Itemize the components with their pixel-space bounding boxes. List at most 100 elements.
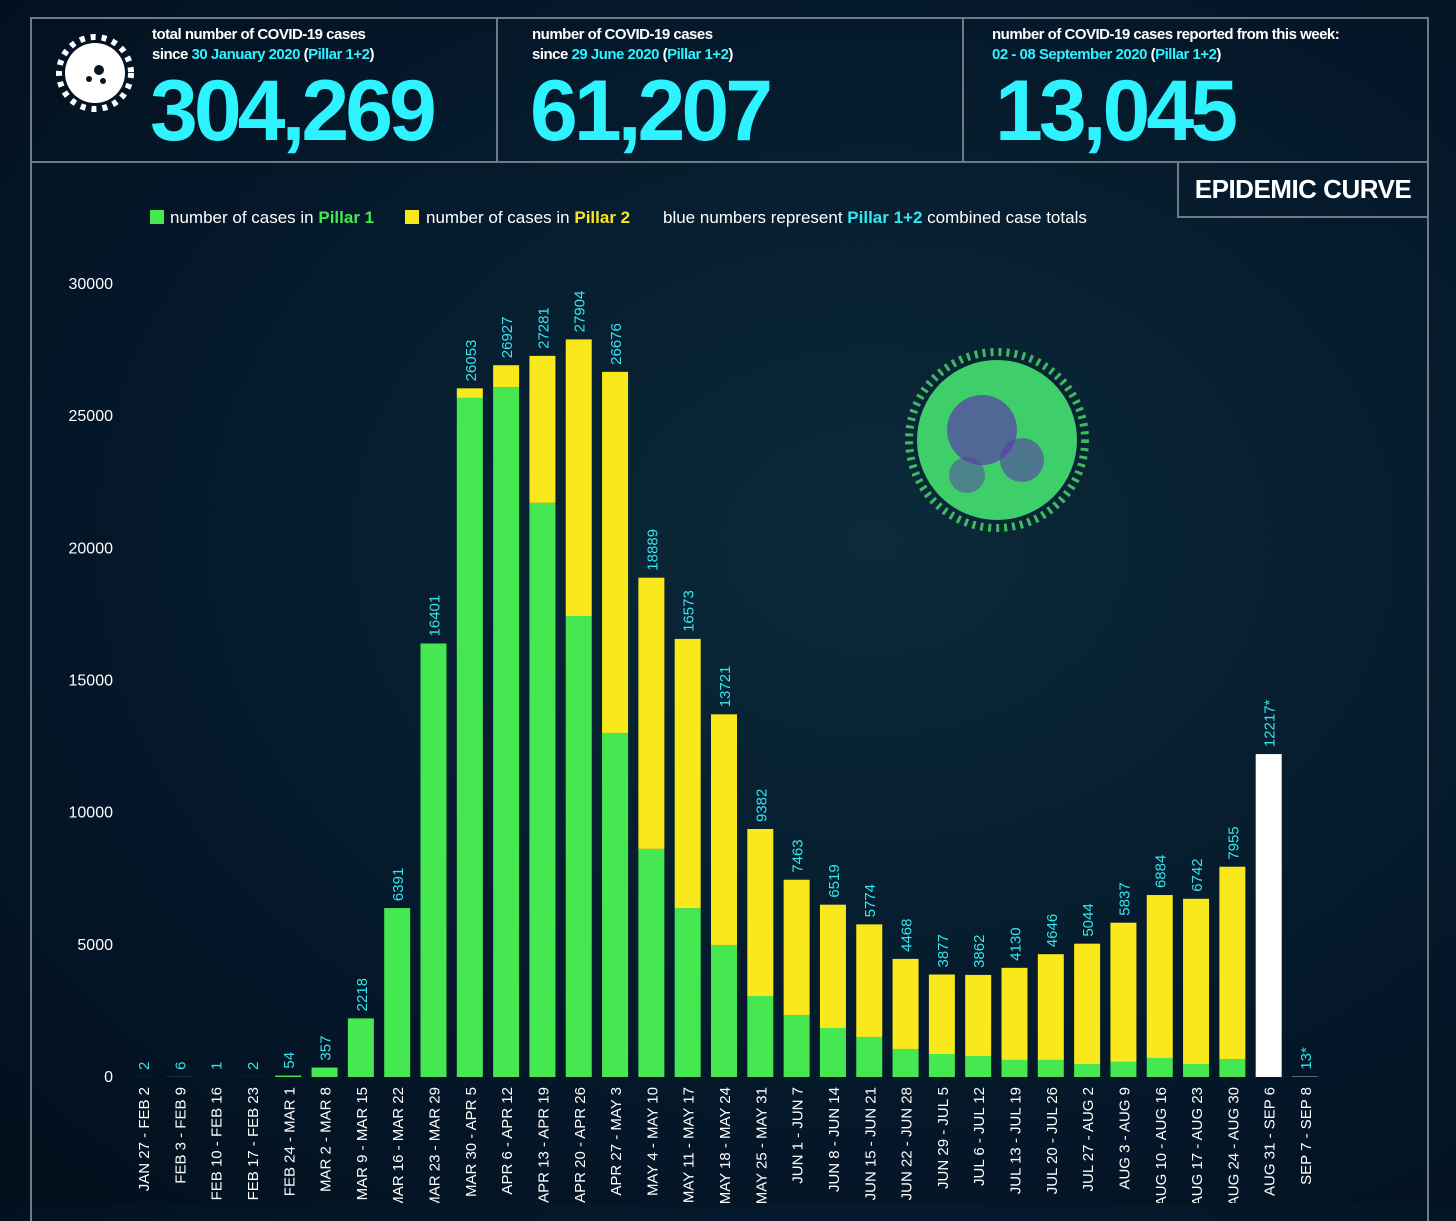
x-tick-label: JUL 20 - JUL 26 [1044,1087,1061,1194]
y-tick-label: 20000 [69,540,114,557]
x-tick-label: APR 13 - APR 19 [535,1087,552,1203]
total-label: 5044 [1080,903,1097,936]
bar-segment [1147,1058,1173,1077]
partial-bar [1256,754,1282,1077]
total-label: 6884 [1153,855,1170,888]
bar-segment [1110,1062,1136,1077]
x-tick-label: APR 6 - APR 12 [499,1087,516,1195]
bar-segment [820,905,846,1028]
bar-segment [929,975,955,1054]
bar-segment [929,1054,955,1077]
total-label: 16401 [427,595,444,637]
y-tick-label: 0 [104,1069,113,1086]
bar-segment [493,387,519,1077]
bar-segment [784,1015,810,1077]
bar-segment [638,849,664,1077]
x-tick-label: MAY 25 - MAY 31 [753,1087,770,1203]
y-tick-label: 30000 [69,276,114,293]
bar-segment [1183,1064,1209,1077]
bar-segment [747,996,773,1077]
bar-segment [893,1049,919,1077]
x-tick-label: JAN 27 - FEB 2 [136,1087,153,1191]
bar-segment [856,1037,882,1077]
bar-segment [820,1028,846,1077]
bar-segment [747,829,773,996]
legend-name: Pillar 1 [318,208,374,227]
total-label: 12217* [1262,699,1279,747]
total-label: 3862 [971,935,988,968]
y-tick-label: 25000 [69,408,114,425]
total-label: 2 [136,1062,153,1070]
total-label: 2 [245,1062,262,1070]
x-tick-label: JUN 29 - JUL 5 [935,1087,952,1189]
total-label: 5774 [862,884,879,917]
legend-entry: number of cases in Pillar 2 [426,208,630,227]
total-label: 5837 [1116,882,1133,915]
bar-segment [711,714,737,945]
x-tick-label: AUG 17 - AUG 23 [1189,1087,1206,1203]
bar-segment [566,616,592,1077]
total-label: 4130 [1008,927,1025,960]
x-tick-label: MAR 30 - APR 5 [463,1087,480,1197]
x-tick-label: AUG 3 - AUG 9 [1116,1087,1133,1190]
bar-segment [1183,899,1209,1064]
bar-segment [1074,944,1100,1064]
virus-icon [59,37,131,109]
legend-name: Pillar 2 [574,208,630,227]
y-tick-label: 10000 [69,805,114,822]
bar-segment [602,372,628,733]
bar-segment [1219,1059,1245,1077]
x-tick-label: JUL 27 - AUG 2 [1080,1087,1097,1192]
total-label: 6391 [390,868,407,901]
x-tick-label: MAR 9 - MAR 15 [354,1087,371,1200]
x-tick-label: MAR 23 - MAR 29 [427,1087,444,1203]
bar-segment [457,388,483,398]
bar-segment [1219,867,1245,1059]
x-tick-label: MAR 2 - MAR 8 [318,1087,335,1192]
total-label: 4646 [1044,914,1061,947]
x-tick-label: AUG 31 - SEP 6 [1262,1087,1279,1196]
total-label: 26927 [499,317,516,359]
bar-segment [675,639,701,908]
bar-segment [965,1056,991,1077]
note: blue numbers represent Pillar 1+2 combin… [663,208,1087,227]
bar-segment [566,339,592,616]
bar-segment [312,1068,338,1077]
total-label: 6519 [826,864,843,897]
bar-segment [529,356,555,503]
bar-segment [384,908,410,1077]
bar-segment [275,1076,301,1077]
x-tick-label: JUL 13 - JUL 19 [1008,1087,1025,1194]
x-tick-label: APR 27 - MAY 3 [608,1087,625,1196]
x-tick-label: MAY 11 - MAY 17 [681,1087,698,1203]
total-label: 7955 [1225,826,1242,859]
bar-segment [348,1018,374,1077]
bar-segment [1002,968,1028,1060]
total-label: 13* [1298,1047,1315,1070]
note-text: combined case totals [922,208,1086,227]
total-label: 54 [281,1052,298,1069]
bar-segment [856,924,882,1037]
x-tick-label: AUG 24 - AUG 30 [1225,1087,1242,1203]
total-label: 2218 [354,978,371,1011]
bar-segment [1038,954,1064,1060]
bar-segment [1038,1060,1064,1077]
note-pillar: Pillar 1+2 [847,208,922,227]
bar-segment [893,959,919,1049]
x-tick-label: FEB 17 - FEB 23 [245,1087,262,1200]
bar-segment [965,975,991,1056]
total-label: 18889 [644,529,661,571]
bar-segment [784,880,810,1015]
note-text: blue numbers represent [663,208,847,227]
bar-segment [638,578,664,849]
x-tick-label: FEB 10 - FEB 16 [209,1087,226,1200]
total-label: 357 [318,1036,335,1061]
x-tick-label: MAY 18 - MAY 24 [717,1087,734,1203]
total-label: 9382 [753,789,770,822]
x-tick-label: JUL 6 - JUL 12 [971,1087,988,1186]
total-label: 13721 [717,666,734,708]
bar-segment [493,365,519,387]
bar-segment [457,398,483,1077]
